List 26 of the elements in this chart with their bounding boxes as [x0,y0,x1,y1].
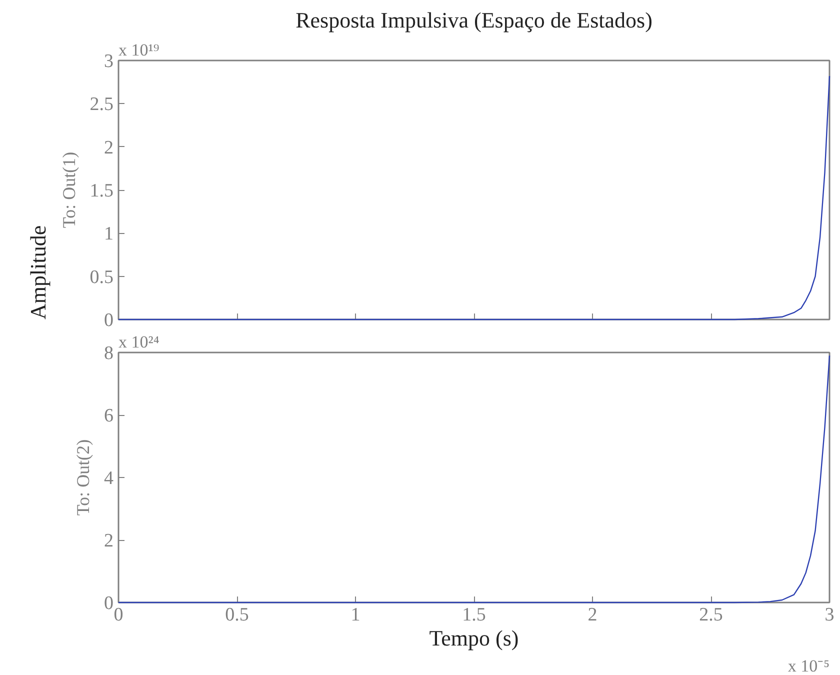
y-axis-title: To: Out(2) [73,439,93,516]
chart-title: Resposta Impulsiva (Espaço de Estados) [296,8,652,32]
text: Amplitude [26,225,50,320]
x-tick-label: 1 [350,604,360,626]
x-tick-label: 1.5 [462,604,486,626]
x-tick-label: 3 [824,604,834,626]
y-tick-label: 1.5 [90,180,114,202]
text: x 10¹⁹ [118,40,160,60]
y-axis-title: To: Out(1) [58,152,79,228]
y-tick-label: 8 [104,343,114,364]
y-tick-label: 3 [104,51,114,72]
text: x 10⁻⁵ [788,656,830,675]
y-tick-label: 0.5 [90,266,114,288]
y-tick-label: 2 [104,530,114,552]
y-tick-label: 1 [104,224,114,245]
y-tick-label: 2 [104,137,114,158]
y-tick-label: 6 [104,406,114,426]
x-tick-label: 0.5 [225,604,249,626]
x-tick-label: 2.5 [699,604,723,626]
line-series [118,355,830,604]
text: x 10²⁴ [118,332,160,352]
y-tick-label: 2.5 [90,94,114,116]
y-tick-label: 0 [104,310,114,331]
y-tick-label: 4 [104,468,114,489]
x-tick-label: 2 [588,604,598,626]
x-axis-title: Tempo (s) [429,626,519,650]
